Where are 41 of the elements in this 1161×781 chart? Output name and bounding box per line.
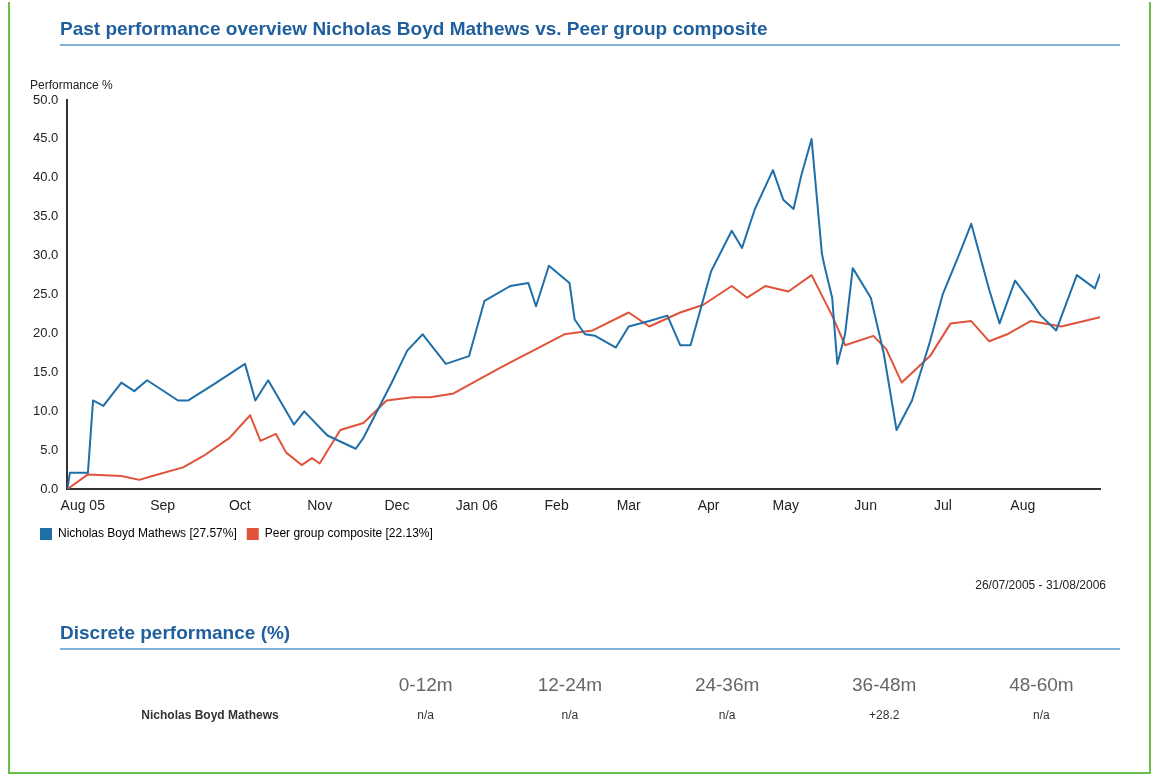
y-tick-label: 45.0 <box>32 130 59 146</box>
text: n/a <box>718 708 736 722</box>
category-label: 24-36m <box>693 673 761 697</box>
y-tick-label: 40.0 <box>32 169 59 185</box>
x-tick-label: Nov <box>307 497 333 514</box>
text: n/a <box>561 708 579 722</box>
x-tick-label: Mar <box>616 497 642 514</box>
y-tick-label: 0.0 <box>40 480 59 496</box>
text: +28.2 <box>869 708 900 722</box>
x-tick-label: Aug 05 <box>60 497 106 514</box>
text: 26/07/2005 - 31/08/2006 <box>975 578 1106 592</box>
x-tick-label: Dec <box>384 497 410 514</box>
x-tick-label: May <box>772 497 800 514</box>
x-tick-label: Jun <box>854 497 877 514</box>
chart-title: Past performance overview Nicholas Boyd Mathews vs. Peer group composite <box>60 18 1120 46</box>
x-tick-label: Apr <box>697 497 720 514</box>
y-tick-label: 30.0 <box>32 247 59 263</box>
y-tick-label: 10.0 <box>32 402 59 418</box>
y-tick-label: 20.0 <box>32 325 59 341</box>
x-tick-label: Feb <box>544 497 569 514</box>
text: n/a <box>1033 708 1050 722</box>
x-tick-label: Jan 06 <box>455 497 498 514</box>
category-label: 48-60m <box>1008 673 1075 697</box>
legend-label: Peer group composite [22.13%] <box>264 526 433 541</box>
category-label: 12-24m <box>536 673 604 697</box>
y-axis-title: Performance % <box>30 78 114 93</box>
x-tick-label: Jul <box>933 497 952 514</box>
text: Discrete performance (%) <box>60 622 1120 650</box>
y-tick-label: 25.0 <box>32 286 59 302</box>
x-tick-label: Oct <box>228 497 251 514</box>
y-tick-label: 50.0 <box>32 91 59 107</box>
y-tick-label: 5.0 <box>40 441 59 457</box>
x-tick-label: Sep <box>150 497 176 514</box>
x-tick-label: Aug <box>1010 497 1036 514</box>
category-label: 36-48m <box>851 673 918 697</box>
category-label: 0-12m <box>397 673 454 697</box>
y-tick-label: 35.0 <box>32 208 59 224</box>
legend-label: Nicholas Boyd Mathews [27.57%] <box>58 526 237 541</box>
text: n/a <box>417 708 435 722</box>
y-tick-label: 15.0 <box>32 364 59 380</box>
category-label: Nicholas Boyd Mathews <box>141 708 279 722</box>
